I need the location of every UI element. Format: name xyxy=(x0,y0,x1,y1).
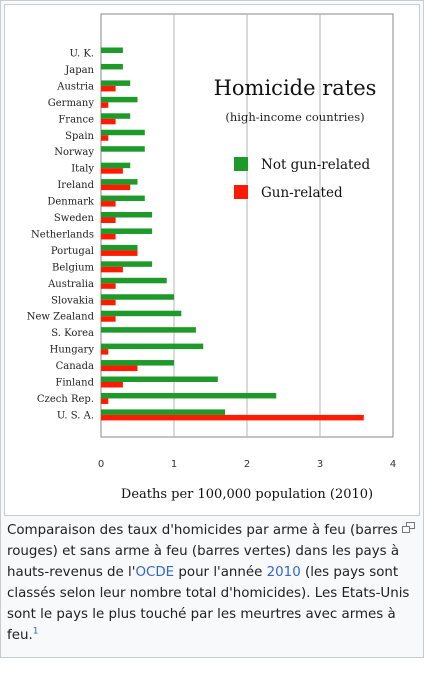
legend-swatch-gun-related xyxy=(234,185,248,199)
bar-not-gun-related xyxy=(101,294,174,300)
bar-not-gun-related xyxy=(101,96,138,103)
bar-not-gun-related xyxy=(101,113,131,119)
bar-not-gun-related xyxy=(101,360,174,366)
bar-not-gun-related xyxy=(101,327,196,333)
category-label: Belgium xyxy=(52,262,95,273)
caption-text-1: Comparaison des taux d'homicides par arm… xyxy=(7,523,400,580)
bar-gun-related xyxy=(101,398,109,404)
bar-not-gun-related xyxy=(101,162,131,169)
footnote-link[interactable]: 1 xyxy=(32,626,39,637)
bar-not-gun-related xyxy=(101,212,153,218)
category-label: Spain xyxy=(65,131,94,142)
bar-gun-related xyxy=(101,118,116,125)
bar-gun-related xyxy=(101,299,116,306)
bar-not-gun-related xyxy=(101,310,182,317)
x-tick-label: 3 xyxy=(317,459,323,470)
x-tick-label: 4 xyxy=(390,459,396,470)
chart-title: Homicide rates xyxy=(214,76,377,100)
bar-gun-related xyxy=(101,365,138,372)
chart-subtitle: (high-income countries) xyxy=(225,110,364,124)
bar-gun-related xyxy=(101,382,123,388)
bar-not-gun-related xyxy=(101,47,123,53)
category-label: Ireland xyxy=(57,180,94,191)
bar-gun-related xyxy=(101,316,116,322)
bar-not-gun-related xyxy=(101,80,131,86)
x-tick-label: 0 xyxy=(98,459,104,470)
category-label: Australia xyxy=(47,279,94,290)
year-link[interactable]: 2010 xyxy=(266,565,301,580)
bar-gun-related xyxy=(101,102,109,108)
category-label: France xyxy=(58,114,94,125)
bar-gun-related xyxy=(101,283,116,289)
category-label: Austria xyxy=(56,81,94,92)
bar-not-gun-related xyxy=(101,63,123,70)
category-label: Germany xyxy=(48,98,95,109)
caption-text-3: (les pays sont classés selon leur nombre… xyxy=(7,565,410,643)
x-tick-label: 1 xyxy=(171,459,177,470)
category-label: Norway xyxy=(54,147,94,158)
bar-not-gun-related xyxy=(101,343,204,350)
bar-not-gun-related xyxy=(101,277,167,284)
x-tick-label: 2 xyxy=(244,459,250,470)
bar-gun-related xyxy=(101,266,123,273)
category-label: Denmark xyxy=(47,197,95,208)
legend-swatch-not-gun-related xyxy=(234,157,248,171)
category-label: Slovakia xyxy=(51,295,94,306)
bar-not-gun-related xyxy=(101,179,138,185)
category-label: U. S. A. xyxy=(57,410,94,421)
legend-label-gun-related: Gun-related xyxy=(261,185,343,201)
bar-not-gun-related xyxy=(101,244,138,251)
bar-gun-related xyxy=(101,233,116,240)
bar-gun-related xyxy=(101,85,116,92)
bar-not-gun-related xyxy=(101,195,145,202)
category-label: Sweden xyxy=(54,213,95,224)
bar-gun-related xyxy=(101,135,109,141)
category-label: U. K. xyxy=(69,49,94,60)
bar-gun-related xyxy=(101,349,109,355)
bar-not-gun-related xyxy=(101,228,153,234)
bar-gun-related xyxy=(101,414,364,421)
bar-gun-related xyxy=(101,184,131,191)
bar-gun-related xyxy=(101,201,116,207)
bar-gun-related xyxy=(101,217,116,223)
category-label: Canada xyxy=(56,361,94,372)
homicide-chart: 0 1 2 3 4 U. K. Japan Austria Germany France Spain… xyxy=(27,13,396,502)
category-label: Finland xyxy=(55,378,94,389)
bar-not-gun-related xyxy=(101,146,145,152)
bar-not-gun-related xyxy=(101,409,226,415)
ocde-link[interactable]: OCDE xyxy=(135,565,175,580)
caption-text-2: pour l'année xyxy=(174,565,267,580)
magnify-icon[interactable] xyxy=(402,522,415,533)
chart-image-frame[interactable]: 0 1 2 3 4 U. K. Japan Austria Germany France Spain… xyxy=(4,4,420,516)
bar-not-gun-related xyxy=(101,129,145,136)
category-label: Hungary xyxy=(50,345,95,356)
legend-label-not-gun-related: Not gun-related xyxy=(261,157,370,173)
figure-caption: Comparaison des taux d'homicides par arm… xyxy=(7,520,415,646)
category-label: Czech Rep. xyxy=(37,394,94,405)
category-label: Portugal xyxy=(51,246,94,257)
bar-gun-related xyxy=(101,168,123,174)
category-label: Japan xyxy=(64,65,94,76)
x-axis-label: Deaths per 100,000 population (2010) xyxy=(121,487,373,502)
bar-not-gun-related xyxy=(101,392,277,399)
category-label: New Zealand xyxy=(27,312,95,323)
figure-thumbnail: 0 1 2 3 4 U. K. Japan Austria Germany France Spain… xyxy=(0,0,424,658)
category-label: Italy xyxy=(71,164,94,175)
bar-gun-related xyxy=(101,250,138,256)
category-label: Netherlands xyxy=(31,229,94,240)
bar-not-gun-related xyxy=(101,376,218,382)
bar-not-gun-related xyxy=(101,261,153,267)
category-label: S. Korea xyxy=(51,328,94,339)
